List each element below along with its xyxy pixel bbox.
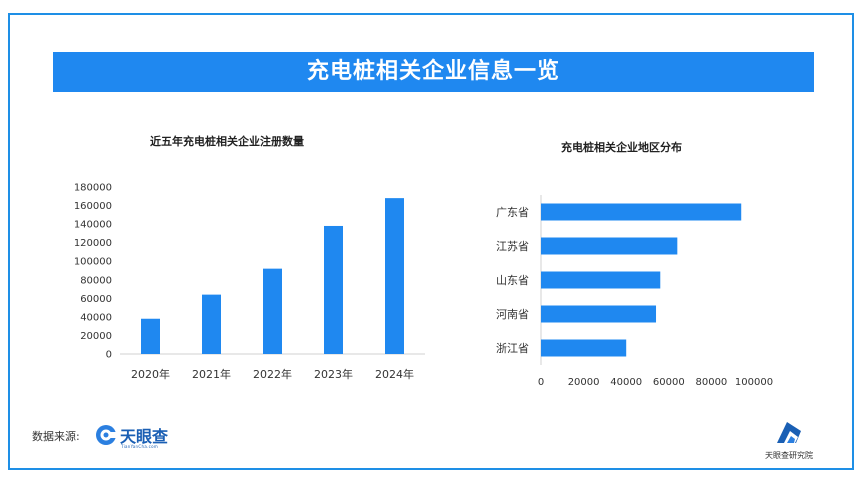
bar-chart-title: 近五年充电桩相关企业注册数量: [150, 135, 304, 148]
tianyancha-logo-icon: [96, 425, 117, 445]
tianyancha-logo: 天眼查: [95, 423, 168, 447]
institute-logo: 天眼查研究院: [757, 419, 821, 461]
brand-name: 天眼查: [120, 427, 169, 446]
brand-sub: TianYanCha.com: [121, 444, 159, 449]
institute-name: 天眼查研究院: [765, 451, 813, 460]
page-title-banner: 充电桩相关企业信息一览: [53, 52, 814, 92]
hbar-chart-title: 充电桩相关企业地区分布: [561, 141, 682, 154]
institute-logo-icon: [777, 422, 801, 443]
source-label: 数据来源:: [32, 430, 80, 443]
